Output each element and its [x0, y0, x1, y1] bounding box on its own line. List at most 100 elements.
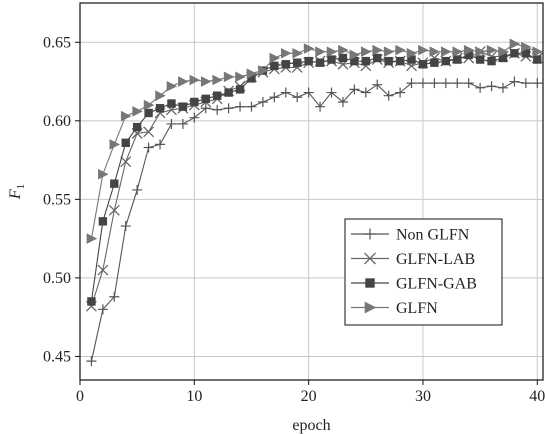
data-point	[212, 104, 223, 115]
data-point	[338, 44, 349, 56]
data-point	[486, 44, 498, 56]
data-point	[257, 96, 268, 107]
data-point	[258, 65, 269, 76]
data-point	[326, 87, 337, 98]
data-point	[247, 74, 256, 83]
data-point	[395, 87, 406, 98]
series-glfn	[86, 38, 544, 244]
data-point	[120, 156, 132, 168]
data-point	[223, 71, 235, 83]
data-point	[361, 56, 371, 66]
series-line	[90, 52, 538, 302]
data-point	[395, 44, 406, 56]
data-point	[155, 139, 166, 150]
data-point	[406, 47, 418, 59]
data-point	[304, 56, 313, 66]
data-point	[200, 76, 212, 87]
data-point	[190, 97, 199, 107]
data-point	[430, 58, 439, 67]
data-point	[373, 53, 382, 63]
series-layer	[85, 38, 544, 367]
data-point	[269, 52, 281, 64]
data-point	[120, 221, 131, 232]
data-point	[452, 78, 463, 89]
data-point	[521, 49, 531, 58]
data-point	[246, 68, 258, 79]
data-point	[235, 71, 246, 83]
data-point	[383, 90, 394, 101]
data-point	[121, 138, 130, 148]
data-point	[98, 217, 108, 226]
data-point	[269, 92, 280, 103]
data-point	[452, 46, 464, 57]
data-point	[463, 78, 474, 89]
data-point	[521, 41, 532, 53]
data-point	[97, 264, 109, 276]
data-point	[384, 56, 393, 66]
y-axis-label: F1	[7, 184, 27, 200]
data-point	[365, 278, 375, 288]
data-point	[177, 118, 188, 129]
data-point	[364, 252, 376, 265]
legend-item: GLFN	[351, 300, 438, 317]
x-tick-label: 30	[415, 388, 431, 405]
data-point	[441, 56, 451, 66]
data-point	[189, 112, 200, 123]
plot-frame	[79, 2, 544, 381]
data-point	[407, 55, 416, 64]
data-point	[315, 46, 326, 57]
data-point	[132, 106, 143, 117]
data-point	[246, 101, 257, 112]
data-point	[349, 84, 360, 95]
legend-label: GLFN	[396, 300, 438, 317]
data-point	[372, 79, 383, 90]
legend-label: GLFN-LAB	[396, 251, 475, 268]
data-point	[86, 356, 97, 367]
legend-item: Non GLFN	[351, 227, 470, 244]
data-point	[533, 55, 542, 64]
data-point	[509, 38, 521, 50]
data-point	[212, 91, 222, 100]
data-point	[440, 78, 451, 89]
data-point	[509, 76, 520, 87]
data-point	[280, 47, 292, 59]
data-point	[326, 46, 338, 57]
x-tick-label: 10	[186, 388, 202, 405]
data-point	[292, 92, 303, 103]
data-point	[429, 46, 441, 57]
data-point	[349, 49, 361, 61]
data-point	[463, 44, 475, 56]
data-point	[155, 104, 165, 113]
data-point	[372, 44, 383, 56]
data-point	[395, 56, 405, 66]
data-point	[327, 55, 336, 64]
data-point	[98, 168, 109, 180]
data-point	[510, 49, 519, 58]
data-point	[292, 47, 303, 59]
data-point	[97, 304, 108, 315]
y-axis-label-subscript: 1	[15, 184, 27, 190]
data-point	[143, 126, 155, 138]
data-point	[487, 56, 496, 66]
data-point	[315, 58, 325, 67]
data-point	[337, 96, 348, 107]
data-point	[132, 122, 142, 132]
data-point	[418, 44, 429, 56]
data-point	[417, 78, 428, 89]
data-point	[303, 43, 315, 54]
y-tick-label: 0.60	[43, 113, 71, 130]
data-point	[167, 99, 176, 108]
data-point	[360, 87, 371, 98]
data-point	[143, 99, 155, 111]
data-point	[338, 53, 348, 63]
data-point	[110, 179, 119, 188]
y-tick-label: 0.50	[43, 270, 71, 287]
data-point	[109, 139, 121, 150]
series-glfn-gab	[87, 49, 542, 306]
data-point	[87, 297, 96, 306]
data-point	[293, 58, 302, 67]
y-tick-label: 0.55	[43, 191, 71, 208]
data-point	[498, 46, 509, 57]
data-point	[166, 80, 178, 92]
